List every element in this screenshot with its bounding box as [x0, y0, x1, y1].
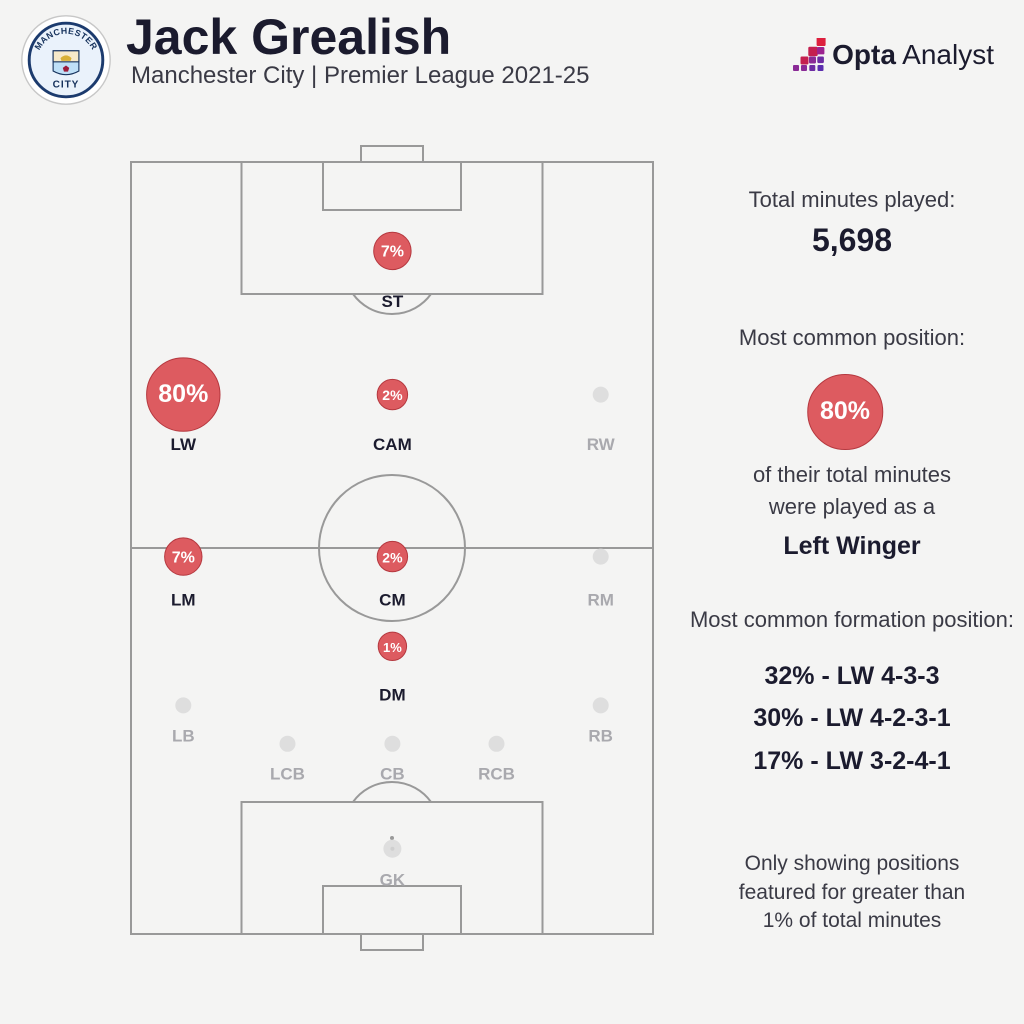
svg-text:LW: LW — [171, 435, 197, 454]
svg-text:DM: DM — [379, 686, 405, 705]
svg-text:2%: 2% — [382, 549, 403, 565]
svg-text:RCB: RCB — [478, 765, 515, 784]
svg-text:RB: RB — [588, 727, 613, 746]
svg-text:GK: GK — [380, 871, 406, 890]
svg-text:LB: LB — [172, 727, 195, 746]
svg-text:RM: RM — [587, 591, 613, 610]
svg-text:80%: 80% — [158, 380, 208, 408]
svg-text:ST: ST — [382, 292, 404, 311]
svg-text:CAM: CAM — [373, 435, 412, 454]
svg-text:7%: 7% — [172, 549, 195, 566]
svg-text:LCB: LCB — [270, 765, 305, 784]
svg-text:7%: 7% — [381, 244, 404, 261]
svg-text:2%: 2% — [382, 387, 403, 403]
svg-text:CB: CB — [380, 765, 405, 784]
svg-text:LM: LM — [171, 591, 196, 610]
svg-text:CITY: CITY — [53, 80, 80, 91]
svg-text:CM: CM — [379, 591, 405, 610]
svg-text:1%: 1% — [383, 640, 402, 655]
svg-text:RW: RW — [587, 435, 616, 454]
